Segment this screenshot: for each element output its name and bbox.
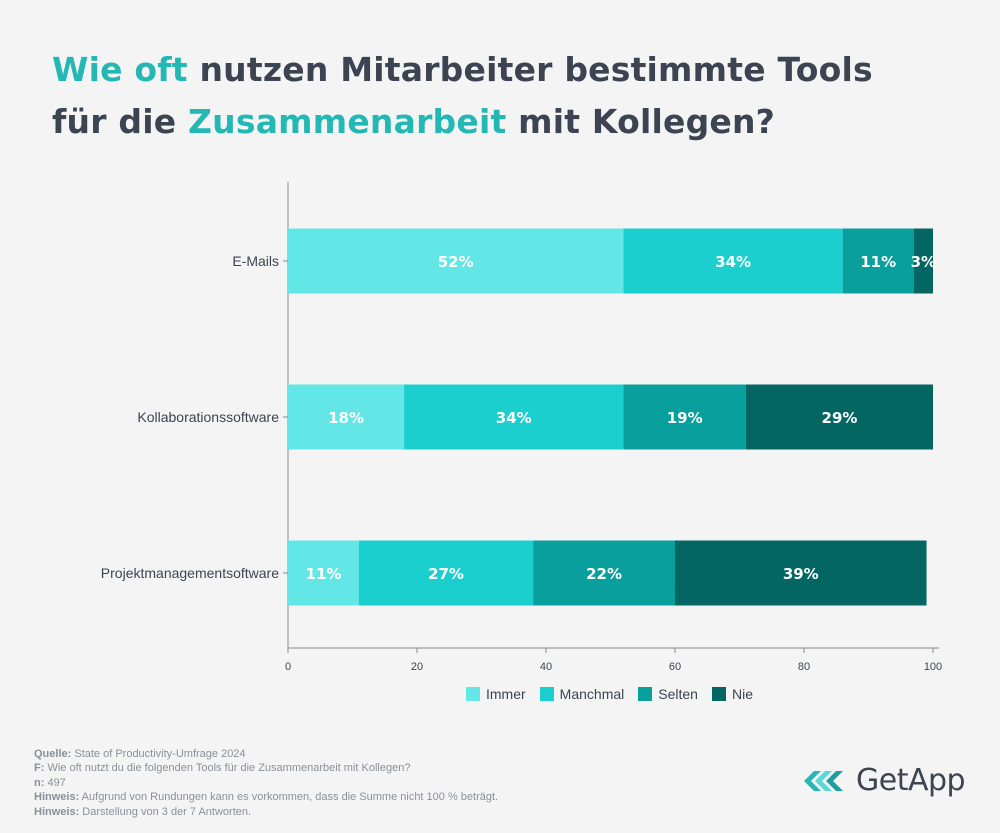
footnote-text: Aufgrund von Rundungen kann es vorkommen… bbox=[79, 791, 499, 804]
bar-segment-manchmal bbox=[358, 540, 534, 606]
data-label: 52% bbox=[438, 253, 474, 271]
legend-label: Manchmal bbox=[559, 686, 625, 702]
footnotes: Quelle: State of Productivity-Umfrage 20… bbox=[34, 747, 498, 819]
footnote-line: n: 497 bbox=[34, 776, 498, 790]
bar-segment-manchmal bbox=[404, 384, 624, 450]
bar-segment-manchmal bbox=[623, 228, 843, 294]
bar-segment-immer bbox=[288, 384, 405, 450]
bar-segment-immer bbox=[288, 228, 624, 294]
legend-item: Selten bbox=[638, 686, 698, 702]
legend-item: Manchmal bbox=[539, 686, 625, 702]
brand-name: GetApp bbox=[856, 763, 966, 798]
title-text-1: nutzen Mitarbeiter bestimmte Tools bbox=[187, 50, 873, 89]
footnote-key: Hinweis: bbox=[34, 805, 80, 818]
bar-segment-selten bbox=[533, 540, 675, 606]
legend-swatch bbox=[466, 687, 480, 701]
x-tick-label: 0 bbox=[285, 661, 291, 673]
data-label: 27% bbox=[428, 565, 464, 583]
title-highlight-1: Wie oft bbox=[52, 50, 188, 89]
x-tick-label: 60 bbox=[669, 661, 681, 673]
legend-swatch bbox=[539, 687, 554, 701]
footnote-line: Quelle: State of Productivity-Umfrage 20… bbox=[34, 747, 498, 761]
chart-legend: Immer Manchmal Selten Nie bbox=[466, 686, 753, 702]
data-label: 22% bbox=[586, 565, 622, 583]
data-label: 34% bbox=[715, 253, 751, 271]
category-label: Projektmanagementsoftware bbox=[101, 565, 279, 581]
bar-segment-selten bbox=[842, 228, 914, 294]
x-tick-label: 80 bbox=[798, 661, 810, 673]
footnote-text: Darstellung von 3 der 7 Antworten. bbox=[79, 805, 252, 818]
legend-label: Selten bbox=[658, 686, 698, 702]
x-tick-label: 40 bbox=[540, 661, 552, 673]
footnote-key: Hinweis: bbox=[34, 791, 80, 804]
footnote-key: n: bbox=[34, 776, 45, 789]
legend-item: Immer bbox=[466, 686, 526, 702]
legend-label: Nie bbox=[731, 686, 753, 702]
data-label: 34% bbox=[496, 409, 532, 427]
category-label: Kollaborationssoftware bbox=[137, 409, 279, 425]
chart-title: Wie oft nutzen Mitarbeiter bestimmte Too… bbox=[52, 44, 972, 148]
footnote-line: Hinweis: Darstellung von 3 der 7 Antwort… bbox=[34, 805, 498, 819]
title-highlight-2: Zusammenarbeit bbox=[188, 102, 507, 141]
data-label: 19% bbox=[667, 409, 703, 427]
footnote-text: 497 bbox=[44, 776, 66, 789]
getapp-logo-icon bbox=[804, 770, 843, 791]
stacked-bar-chart: 0 20 40 60 80 100 E-Mails 52% 34% 11% 3% Kollaborat… bbox=[101, 182, 942, 673]
bar-segment-nie bbox=[745, 384, 933, 450]
footnote-line: F: Wie oft nutzt du die folgenden Tools … bbox=[34, 761, 498, 775]
x-tick-label: 20 bbox=[411, 661, 423, 673]
category-label: E-Mails bbox=[232, 253, 279, 269]
footnote-line: Hinweis: Aufgrund von Rundungen kann es … bbox=[34, 790, 498, 804]
data-label: 11% bbox=[860, 253, 896, 271]
footnote-text: State of Productivity-Umfrage 2024 bbox=[71, 748, 246, 760]
data-label: 11% bbox=[306, 565, 342, 583]
footnote-key: Quelle: bbox=[34, 748, 72, 760]
getapp-logo: GetApp bbox=[804, 763, 966, 798]
bar-segment-nie bbox=[675, 540, 927, 606]
bar-segment-nie bbox=[913, 228, 933, 294]
x-tick-label: 100 bbox=[924, 661, 942, 673]
legend-swatch bbox=[638, 687, 653, 701]
bar-segment-selten bbox=[623, 384, 746, 450]
data-label: 39% bbox=[783, 565, 819, 583]
title-text-2: für die bbox=[52, 102, 189, 141]
title-text-3: mit Kollegen? bbox=[506, 102, 776, 141]
footnote-key: F: bbox=[34, 762, 45, 775]
data-label: 29% bbox=[822, 409, 858, 427]
bar-segment-immer bbox=[288, 540, 359, 606]
legend-swatch bbox=[711, 687, 726, 701]
data-label: 3% bbox=[911, 253, 936, 271]
data-label: 18% bbox=[328, 409, 364, 427]
legend-label: Immer bbox=[486, 686, 526, 702]
footnote-text: Wie oft nutzt du die folgenden Tools für… bbox=[44, 762, 411, 775]
legend-item: Nie bbox=[711, 686, 753, 702]
